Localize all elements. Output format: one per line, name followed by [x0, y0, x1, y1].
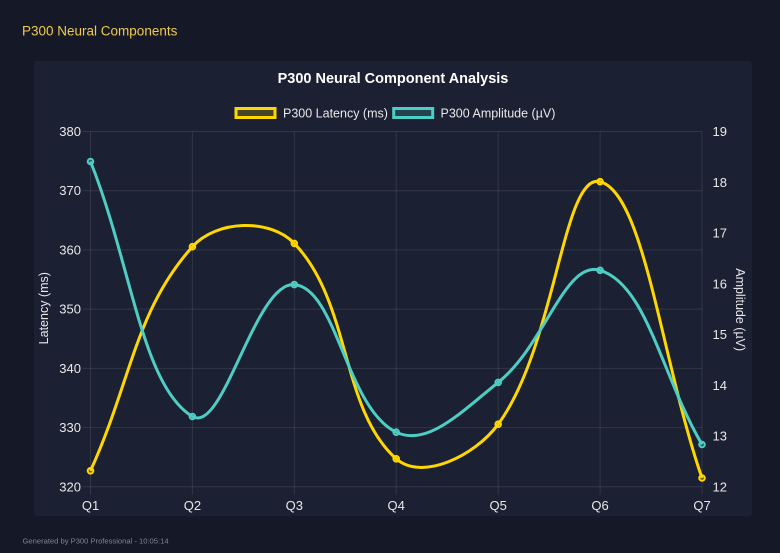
- svg-text:Q3: Q3: [286, 498, 303, 513]
- svg-text:Latency (ms): Latency (ms): [37, 272, 51, 344]
- svg-text:320: 320: [59, 479, 81, 494]
- svg-text:Q6: Q6: [591, 498, 608, 513]
- svg-text:14: 14: [713, 378, 727, 393]
- svg-text:12: 12: [713, 479, 727, 494]
- svg-text:Q4: Q4: [388, 498, 405, 513]
- svg-text:330: 330: [59, 420, 81, 435]
- svg-text:350: 350: [59, 302, 81, 317]
- svg-text:360: 360: [59, 242, 81, 257]
- svg-text:19: 19: [713, 124, 727, 139]
- svg-text:Amplitude (µV): Amplitude (µV): [733, 268, 747, 351]
- svg-text:P300 Amplitude (µV): P300 Amplitude (µV): [441, 107, 556, 121]
- svg-text:P300 Latency (ms): P300 Latency (ms): [283, 107, 388, 121]
- svg-text:340: 340: [59, 361, 81, 376]
- svg-text:18: 18: [713, 175, 727, 190]
- svg-text:16: 16: [713, 276, 727, 291]
- svg-text:P300 Neural Component Analysis: P300 Neural Component Analysis: [278, 71, 509, 87]
- svg-text:Q1: Q1: [82, 498, 99, 513]
- svg-text:Q2: Q2: [184, 498, 201, 513]
- svg-text:Q7: Q7: [693, 498, 710, 513]
- svg-text:370: 370: [59, 183, 81, 198]
- svg-text:P300 Neural Components: P300 Neural Components: [22, 23, 178, 38]
- svg-text:15: 15: [713, 327, 727, 342]
- svg-text:13: 13: [713, 429, 727, 444]
- svg-text:17: 17: [713, 226, 727, 241]
- svg-text:Generated by P300 Professional: Generated by P300 Professional - 10:05:1…: [23, 537, 169, 546]
- svg-text:Q5: Q5: [490, 498, 507, 513]
- svg-text:380: 380: [59, 124, 81, 139]
